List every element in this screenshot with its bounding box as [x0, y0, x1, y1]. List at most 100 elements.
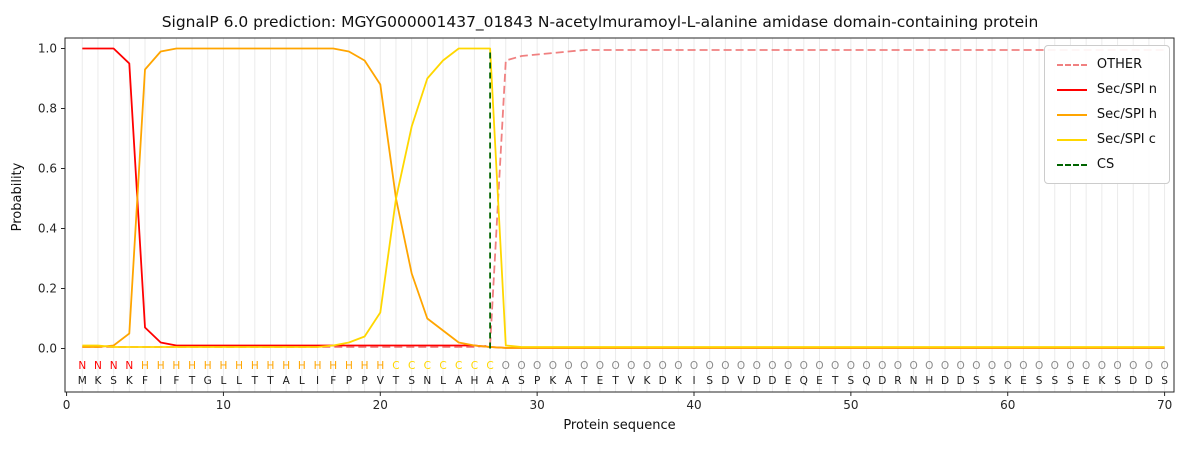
sequence-letter: H: [925, 375, 933, 387]
region-letter: C: [439, 360, 446, 372]
region-letter: N: [110, 360, 118, 372]
region-letter: H: [172, 360, 180, 372]
x-tick-label: 40: [686, 398, 701, 412]
sequence-letter: D: [1145, 375, 1153, 387]
region-letter: H: [314, 360, 322, 372]
legend-item-sec-spi-c: Sec/SPI c: [1056, 127, 1157, 152]
sequence-letter: F: [330, 375, 336, 387]
region-letter: O: [1145, 360, 1153, 372]
sequence-letter: E: [1020, 375, 1027, 387]
region-letter: O: [674, 360, 682, 372]
legend-item-cs: CS: [1056, 152, 1157, 177]
region-letter: O: [580, 360, 588, 372]
sequence-letter: P: [346, 375, 352, 387]
series-line-other: [82, 49, 1165, 348]
region-letter: O: [1035, 360, 1043, 372]
y-tick-label: 0.4: [38, 222, 57, 236]
sequence-letter: K: [1098, 375, 1106, 387]
legend-line-sec-spi-h-icon: [1056, 113, 1087, 116]
region-letter: O: [533, 360, 541, 372]
sequence-letter: S: [1036, 375, 1043, 387]
region-letter: N: [78, 360, 86, 372]
region-letter: O: [988, 360, 996, 372]
region-letter: O: [957, 360, 965, 372]
sequence-letter: T: [831, 375, 839, 387]
region-letter: H: [188, 360, 196, 372]
region-letter: O: [502, 360, 510, 372]
legend-item-sec-spi-h: Sec/SPI h: [1056, 102, 1157, 127]
sequence-letter: D: [659, 375, 667, 387]
region-letter: O: [659, 360, 667, 372]
region-letter: O: [596, 360, 604, 372]
region-letter: C: [455, 360, 462, 372]
sequence-letter: S: [1114, 375, 1121, 387]
legend-line-cs-icon: [1056, 163, 1087, 166]
series-line-sec-spi-h: [82, 47, 1165, 349]
legend-label-cs: CS: [1096, 157, 1115, 172]
sequence-letter: E: [597, 375, 604, 387]
region-letter: O: [706, 360, 714, 372]
region-letter: O: [1004, 360, 1012, 372]
sequence-letter: I: [159, 375, 162, 387]
sequence-letter: D: [721, 375, 729, 387]
sequence-letter: F: [142, 375, 148, 387]
sequence-letter: S: [989, 375, 996, 387]
region-letter: O: [643, 360, 651, 372]
region-letter: C: [424, 360, 431, 372]
region-letter: C: [486, 360, 493, 372]
sequence-letter: D: [878, 375, 886, 387]
region-letter: O: [564, 360, 572, 372]
region-letter: O: [611, 360, 619, 372]
legend-line-sec-spi-c-icon: [1056, 138, 1087, 141]
region-letter: O: [690, 360, 698, 372]
sequence-letter: V: [377, 375, 385, 387]
region-letter: O: [549, 360, 557, 372]
sequence-letter: L: [440, 375, 446, 387]
region-letter: H: [361, 360, 369, 372]
region-letter: O: [800, 360, 808, 372]
sequence-letter: K: [126, 375, 134, 387]
sequence-letter: N: [910, 375, 918, 387]
y-axis-label: Probability: [10, 162, 25, 232]
chart-title: SignalP 6.0 prediction: MGYG000001437_01…: [161, 13, 1039, 31]
region-letter: H: [329, 360, 337, 372]
sequence-letter: K: [94, 375, 102, 387]
x-tick-label: 10: [216, 398, 231, 412]
legend-item-other: OTHER: [1056, 52, 1157, 77]
region-letter: O: [1082, 360, 1090, 372]
region-letter: C: [392, 360, 399, 372]
legend-line-sec-spi-n-icon: [1056, 88, 1087, 91]
region-letter: O: [1129, 360, 1137, 372]
y-tick-label: 0.8: [38, 102, 57, 116]
sequence-letter: H: [470, 375, 478, 387]
region-letter: O: [517, 360, 525, 372]
region-letter: N: [94, 360, 102, 372]
region-letter: O: [1051, 360, 1059, 372]
sequence-letter: A: [502, 375, 510, 387]
sequence-letter: F: [173, 375, 179, 387]
legend-label-sec-spi-h: Sec/SPI h: [1096, 107, 1157, 122]
region-letter: H: [157, 360, 165, 372]
x-tick-label: 20: [373, 398, 388, 412]
sequence-letter: L: [236, 375, 242, 387]
sequence-letter: S: [848, 375, 855, 387]
x-tick-label: 60: [1000, 398, 1015, 412]
y-tick-label: 1.0: [38, 42, 57, 56]
sequence-letter: L: [220, 375, 226, 387]
sequence-letter: T: [251, 375, 259, 387]
region-letter: O: [1066, 360, 1074, 372]
sequence-letter: T: [392, 375, 400, 387]
sequence-letter: N: [423, 375, 431, 387]
sequence-letter: P: [534, 375, 540, 387]
sequence-letter: D: [1129, 375, 1137, 387]
region-letter: O: [784, 360, 792, 372]
region-letter: O: [737, 360, 745, 372]
region-letter: O: [862, 360, 870, 372]
sequence-letter: D: [753, 375, 761, 387]
region-letter: O: [1098, 360, 1106, 372]
region-letter: O: [1113, 360, 1121, 372]
region-letter: O: [972, 360, 980, 372]
sequence-letter: L: [299, 375, 305, 387]
sequence-letter: I: [692, 375, 695, 387]
